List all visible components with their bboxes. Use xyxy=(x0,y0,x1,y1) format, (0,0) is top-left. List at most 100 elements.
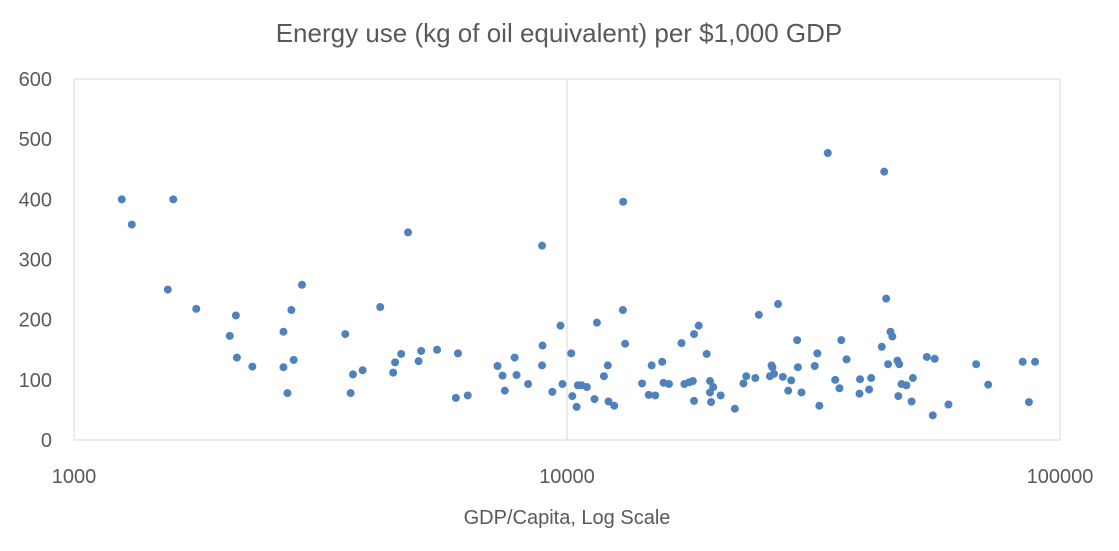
data-point xyxy=(232,353,241,362)
data-point xyxy=(604,397,613,406)
data-point xyxy=(677,339,686,348)
data-point xyxy=(688,377,697,386)
y-tick-label: 500 xyxy=(19,129,52,151)
data-point xyxy=(500,386,509,395)
data-point xyxy=(882,294,891,303)
data-point xyxy=(512,371,521,380)
x-axis-title: GDP/Capita, Log Scale xyxy=(464,507,671,529)
data-point xyxy=(524,380,533,389)
data-point xyxy=(694,321,703,330)
data-point xyxy=(618,306,627,315)
data-point xyxy=(690,396,699,405)
data-point xyxy=(835,384,844,393)
y-tick-label: 300 xyxy=(19,250,52,272)
data-point xyxy=(867,374,876,383)
data-point xyxy=(451,393,460,402)
data-point xyxy=(664,380,673,389)
data-point xyxy=(433,345,442,354)
data-point xyxy=(248,362,257,371)
y-tick-label: 400 xyxy=(19,189,52,211)
data-point xyxy=(644,390,653,399)
data-point xyxy=(709,383,718,392)
data-point xyxy=(651,391,660,400)
data-point xyxy=(739,379,748,388)
data-point xyxy=(538,361,547,370)
data-point xyxy=(568,392,577,401)
data-point xyxy=(831,375,840,384)
data-point xyxy=(690,330,699,339)
data-point xyxy=(730,404,739,413)
data-point xyxy=(548,387,557,396)
data-point xyxy=(1018,357,1027,366)
x-tick-label: 10000 xyxy=(539,466,595,488)
y-tick-label: 200 xyxy=(19,310,52,332)
data-point xyxy=(884,360,893,369)
data-point xyxy=(972,360,981,369)
data-point xyxy=(389,368,398,377)
data-point xyxy=(702,349,711,358)
data-point xyxy=(599,372,608,381)
data-point xyxy=(453,349,462,358)
data-point xyxy=(742,372,751,381)
data-point xyxy=(793,363,802,372)
data-point xyxy=(279,327,288,336)
data-point xyxy=(1024,398,1033,407)
data-point xyxy=(907,397,916,406)
data-point xyxy=(823,149,832,158)
data-point xyxy=(493,361,502,370)
x-tick-label: 1000 xyxy=(52,466,97,488)
data-point xyxy=(754,310,763,319)
data-point xyxy=(358,366,367,375)
data-point xyxy=(888,332,897,341)
y-axis-ticks: 0 100 200 300 400 500 600 xyxy=(19,69,52,452)
data-point xyxy=(793,336,802,345)
data-point xyxy=(784,386,793,395)
data-point xyxy=(928,411,937,420)
data-point xyxy=(297,280,306,289)
data-point xyxy=(621,339,630,348)
data-point xyxy=(797,388,806,397)
data-point xyxy=(813,349,822,358)
data-point xyxy=(567,349,576,358)
data-point xyxy=(716,391,725,400)
data-point xyxy=(348,370,357,379)
data-point xyxy=(610,401,619,410)
data-point xyxy=(638,379,647,388)
data-point xyxy=(283,389,292,398)
data-point xyxy=(117,195,126,204)
data-point xyxy=(770,369,779,378)
data-point xyxy=(163,285,172,294)
data-point xyxy=(837,336,846,345)
data-point xyxy=(908,374,917,383)
data-point xyxy=(778,372,787,381)
data-point xyxy=(810,361,819,370)
data-point xyxy=(856,375,865,384)
data-point xyxy=(592,318,601,327)
data-point xyxy=(855,389,864,398)
data-point xyxy=(944,400,953,409)
data-point xyxy=(225,331,234,340)
data-point xyxy=(341,330,350,339)
x-tick-label: 100000 xyxy=(1027,466,1094,488)
data-point xyxy=(865,385,874,394)
data-point xyxy=(582,383,591,392)
data-point xyxy=(842,355,851,364)
data-point xyxy=(510,353,519,362)
data-point xyxy=(930,354,939,363)
y-tick-label: 0 xyxy=(41,430,52,452)
data-point xyxy=(538,341,547,350)
x-axis-ticks: 1000 10000 100000 xyxy=(52,466,1094,488)
data-point xyxy=(289,355,298,364)
data-point xyxy=(346,389,355,398)
data-point xyxy=(127,220,136,229)
data-point xyxy=(169,195,178,204)
y-tick-label: 100 xyxy=(19,370,52,392)
data-point xyxy=(774,300,783,309)
data-point xyxy=(815,401,824,410)
data-point xyxy=(376,303,385,312)
data-point xyxy=(556,321,565,330)
data-point xyxy=(619,197,628,206)
data-point xyxy=(894,392,903,401)
